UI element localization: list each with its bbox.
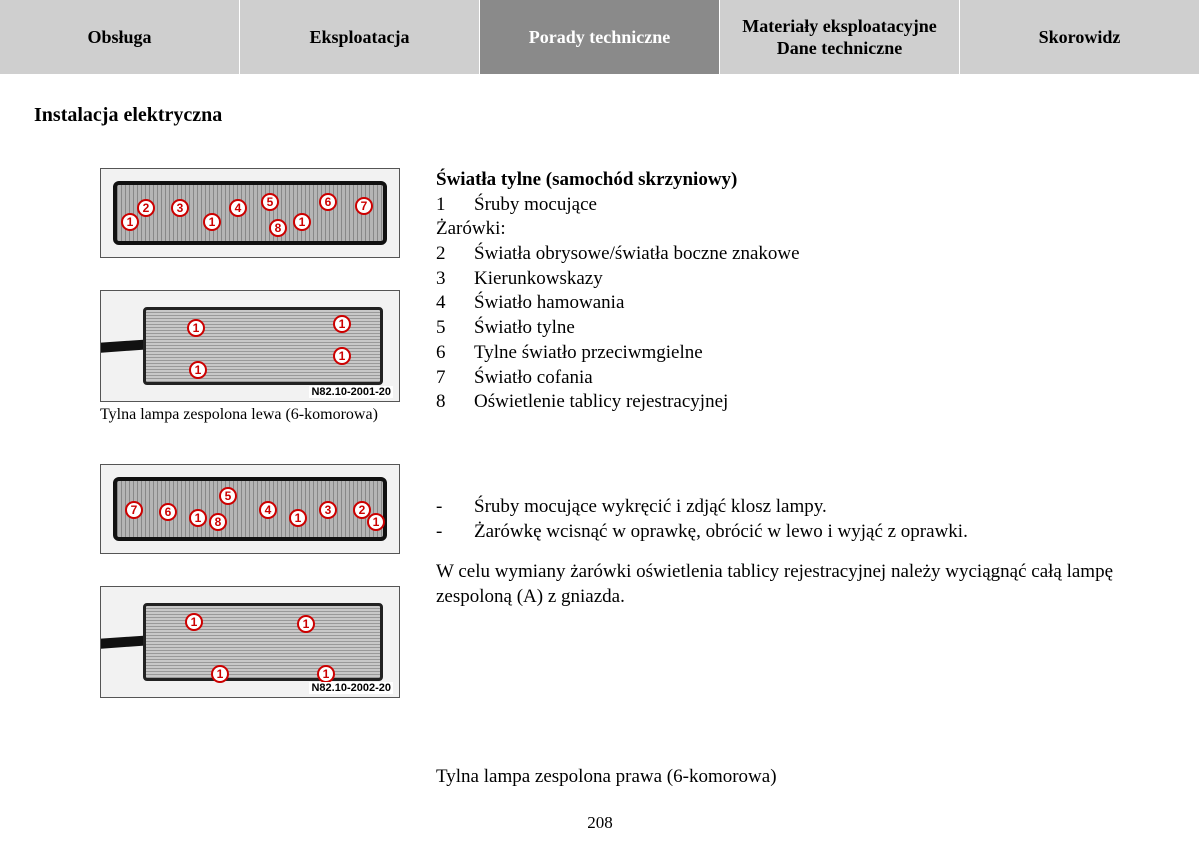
callout-marker: 1 xyxy=(121,213,139,231)
content-heading: Światła tylne (samochód skrzyniowy) xyxy=(436,168,1136,193)
text-column: Światła tylne (samochód skrzyniowy) 1 Śr… xyxy=(436,168,1136,610)
tab-label: Skorowidz xyxy=(1039,26,1121,49)
legend-number: 7 xyxy=(436,366,474,391)
callout-marker: 4 xyxy=(229,199,247,217)
tab-label: Eksploatacja xyxy=(309,26,409,49)
instruction-row: -Żarówkę wcisnąć w oprawkę, obrócić w le… xyxy=(436,520,1136,545)
legend-row: 5Światło tylne xyxy=(436,316,1136,341)
callout-marker: 1 xyxy=(203,213,221,231)
legend-text: Światło hamowania xyxy=(474,291,1136,316)
bullet-dash: - xyxy=(436,520,474,545)
legend-text: Oświetlenie tablicy rejestracyjnej xyxy=(474,390,1136,415)
diagram-rear-lamp-left-labels: 1231458167 xyxy=(100,168,400,258)
legend-row: 7Światło cofania xyxy=(436,366,1136,391)
legend-row: 3Kierunkowskazy xyxy=(436,267,1136,292)
callout-marker: 4 xyxy=(259,501,277,519)
callout-marker: 6 xyxy=(319,193,337,211)
legend-number: 1 xyxy=(436,193,474,218)
legend-row: 6Tylne światło przeciwmgielne xyxy=(436,341,1136,366)
diagram-reference: N82.10-2002-20 xyxy=(309,682,393,694)
callout-marker: 1 xyxy=(185,613,203,631)
callout-marker: 1 xyxy=(317,665,335,683)
instruction-text: Śruby mocujące wykręcić i zdjąć klosz la… xyxy=(474,495,827,520)
legend-row: 4Światło hamowania xyxy=(436,291,1136,316)
legend-text: Kierunkowskazy xyxy=(474,267,1136,292)
tab-label: Materiały eksploatacyjneDane techniczne xyxy=(742,15,936,60)
callout-marker: 1 xyxy=(367,513,385,531)
callout-marker: 7 xyxy=(125,501,143,519)
diagram-reference: N82.10-2001-20 xyxy=(309,386,393,398)
legend-row: 8Oświetlenie tablicy rejestracyjnej xyxy=(436,390,1136,415)
page-number: 208 xyxy=(0,813,1200,833)
tab-label: Obsługa xyxy=(87,26,151,49)
legend-text: Światło tylne xyxy=(474,316,1136,341)
lamp-housing xyxy=(113,477,387,541)
diagram-column: 1231458167 1111 N82.10-2001-20 Tylna lam… xyxy=(100,168,420,698)
legend-number: 8 xyxy=(436,390,474,415)
callout-marker: 1 xyxy=(333,315,351,333)
callout-marker: 1 xyxy=(333,347,351,365)
tab-label: Porady techniczne xyxy=(529,26,670,49)
lamp-housing xyxy=(113,181,387,245)
tab-bar: Obsługa Eksploatacja Porady techniczne M… xyxy=(0,0,1200,74)
diagram-caption-left: Tylna lampa zespolona lewa (6-komorowa) xyxy=(100,406,420,424)
callout-marker: 7 xyxy=(355,197,373,215)
callout-marker: 1 xyxy=(289,509,307,527)
legend-text: Światła obrysowe/światła boczne znakowe xyxy=(474,242,1136,267)
diagram-rear-lamp-right-screws: 1 1 1 1 N82.10-2002-20 xyxy=(100,586,400,698)
legend-row: 2Światła obrysowe/światła boczne znakowe xyxy=(436,242,1136,267)
callout-marker: 2 xyxy=(137,199,155,217)
tab-obsluga[interactable]: Obsługa xyxy=(0,0,240,74)
legend-number: 4 xyxy=(436,291,474,316)
legend-number: 3 xyxy=(436,267,474,292)
callout-marker: 3 xyxy=(171,199,189,217)
callout-marker: 8 xyxy=(209,513,227,531)
legend-number: 5 xyxy=(436,316,474,341)
bullet-dash: - xyxy=(436,495,474,520)
callout-marker: 1 xyxy=(297,615,315,633)
legend-row: 1 Śruby mocujące xyxy=(436,193,1136,218)
tab-porady[interactable]: Porady techniczne xyxy=(480,0,720,74)
tab-materialy[interactable]: Materiały eksploatacyjneDane techniczne xyxy=(720,0,960,74)
callout-marker: 1 xyxy=(211,665,229,683)
legend-text: Światło cofania xyxy=(474,366,1136,391)
legend-number: 2 xyxy=(436,242,474,267)
legend-number: 6 xyxy=(436,341,474,366)
sub-label: Żarówki: xyxy=(436,217,1136,242)
lamp-housing xyxy=(143,603,383,681)
section-title: Instalacja elektryczna xyxy=(34,104,222,127)
callout-marker: 1 xyxy=(189,509,207,527)
callout-marker: 5 xyxy=(261,193,279,211)
instruction-text: Żarówkę wcisnąć w oprawkę, obrócić w lew… xyxy=(474,520,968,545)
callout-marker: 1 xyxy=(187,319,205,337)
callout-marker: 6 xyxy=(159,503,177,521)
legend-text: Śruby mocujące xyxy=(474,193,1136,218)
callout-marker: 1 xyxy=(293,213,311,231)
instruction-row: -Śruby mocujące wykręcić i zdjąć klosz l… xyxy=(436,495,1136,520)
callout-marker: 3 xyxy=(319,501,337,519)
callout-marker: 8 xyxy=(269,219,287,237)
paragraph: W celu wymiany żarówki oświetlenia tabli… xyxy=(436,560,1136,609)
callout-marker: 5 xyxy=(219,487,237,505)
legend-text: Tylne światło przeciwmgielne xyxy=(474,341,1136,366)
diagram-rear-lamp-left-screws: 1 1 1 1 N82.10-2001-20 xyxy=(100,290,400,402)
diagram-rear-lamp-right-labels: 7615841321 xyxy=(100,464,400,554)
tab-skorowidz[interactable]: Skorowidz xyxy=(960,0,1200,74)
tab-eksploatacja[interactable]: Eksploatacja xyxy=(240,0,480,74)
diagram-caption-right: Tylna lampa zespolona prawa (6-komorowa) xyxy=(436,766,777,788)
callout-marker: 1 xyxy=(189,361,207,379)
